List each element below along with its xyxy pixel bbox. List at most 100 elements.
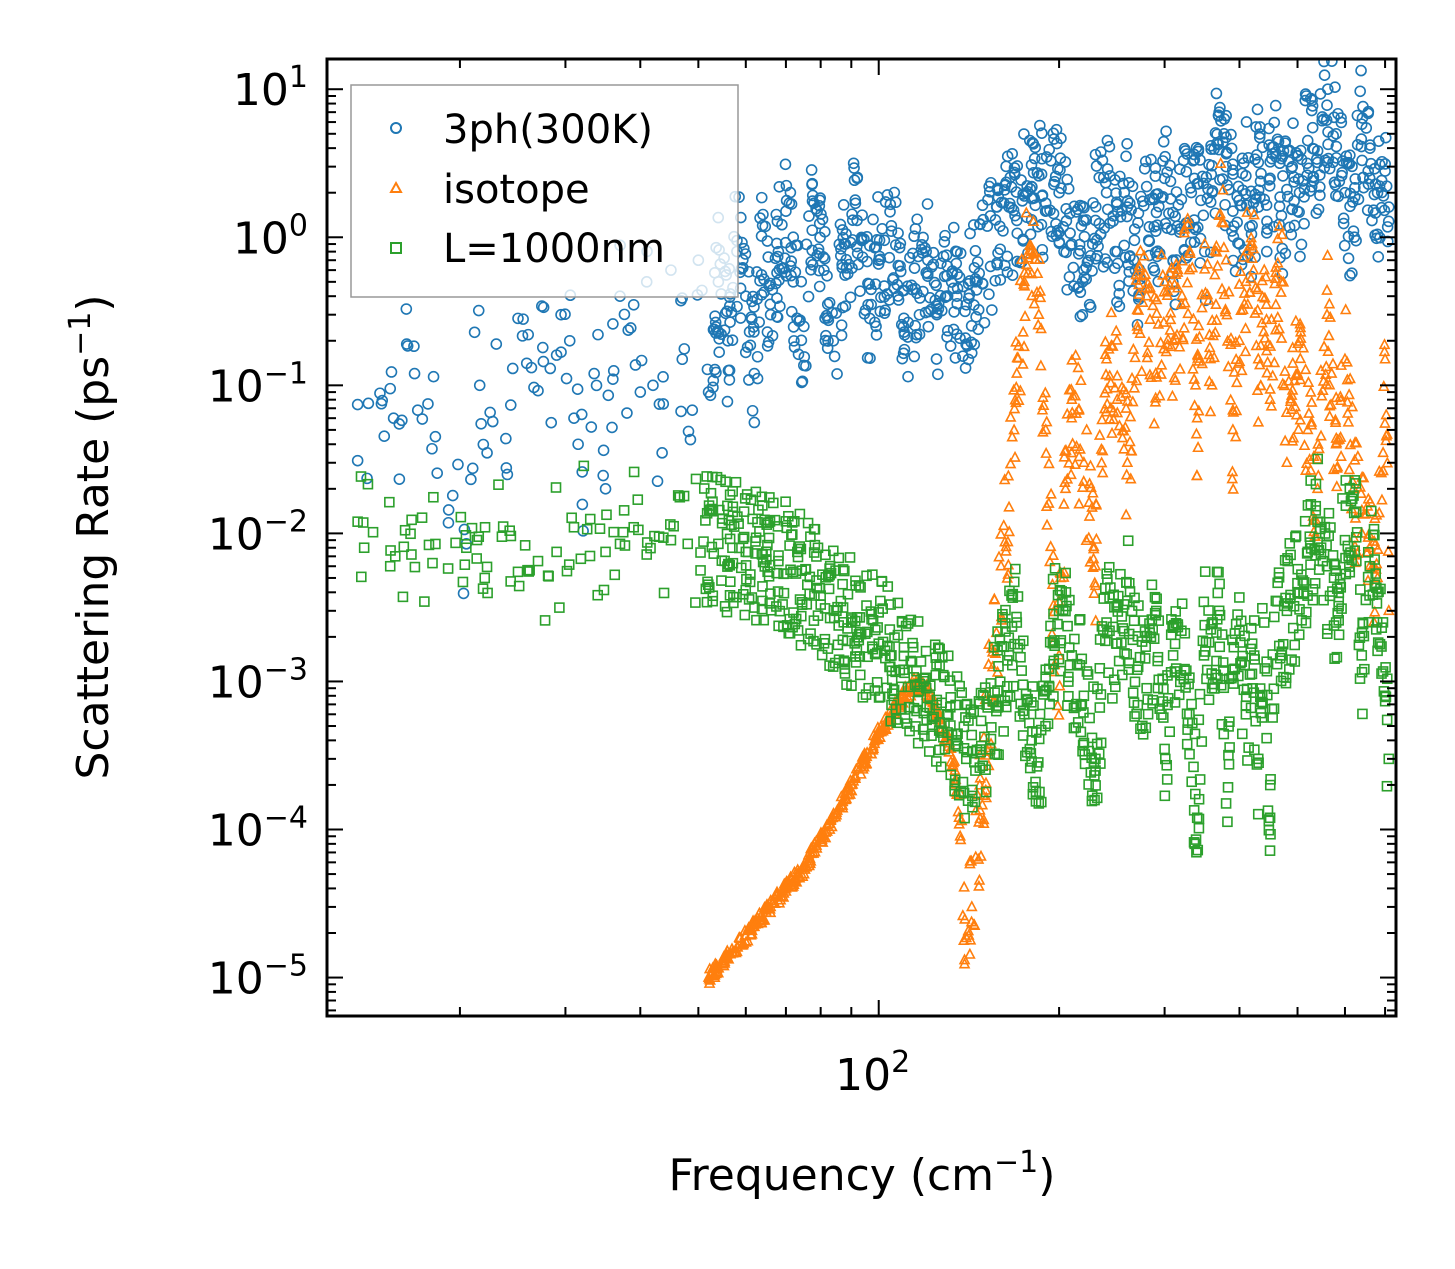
data-point xyxy=(737,533,749,545)
data-point xyxy=(686,404,699,416)
data-point xyxy=(1261,732,1272,744)
data-point xyxy=(1113,279,1125,292)
data-point xyxy=(1055,665,1066,677)
data-point xyxy=(1323,409,1336,421)
data-point xyxy=(851,247,864,260)
data-point xyxy=(992,247,1004,259)
data-point xyxy=(973,879,985,891)
data-point xyxy=(927,719,938,731)
data-point xyxy=(1189,223,1202,236)
data-point xyxy=(774,605,786,617)
data-point xyxy=(1339,534,1351,546)
data-point xyxy=(821,298,834,311)
data-point xyxy=(618,308,631,321)
data-point xyxy=(844,236,857,249)
data-point xyxy=(607,373,619,386)
data-point xyxy=(721,395,734,408)
data-point xyxy=(1101,617,1112,628)
data-point xyxy=(592,328,604,341)
data-point xyxy=(994,634,1006,645)
data-point xyxy=(1102,627,1113,639)
data-point xyxy=(821,270,833,282)
series-1 xyxy=(702,156,1395,988)
data-point xyxy=(951,282,964,295)
data-point xyxy=(1083,509,1096,521)
data-point xyxy=(1051,699,1064,711)
data-point xyxy=(1099,335,1112,347)
data-point xyxy=(1193,714,1205,726)
data-point xyxy=(1378,338,1391,350)
data-point xyxy=(1379,352,1391,364)
data-point xyxy=(1000,618,1011,629)
data-point xyxy=(1162,699,1173,711)
data-point xyxy=(789,515,800,527)
data-point xyxy=(1175,193,1188,206)
data-point xyxy=(423,539,435,551)
data-point xyxy=(1134,326,1146,338)
data-point xyxy=(1189,838,1201,850)
data-point xyxy=(1229,430,1242,442)
data-point xyxy=(1094,702,1106,713)
data-point xyxy=(427,370,440,383)
data-point xyxy=(741,934,754,946)
data-point xyxy=(860,628,871,640)
data-point xyxy=(709,316,722,329)
data-point xyxy=(1294,604,1305,615)
data-point xyxy=(820,549,831,561)
data-point xyxy=(1132,699,1144,711)
data-point xyxy=(1304,531,1316,542)
data-point xyxy=(814,833,827,845)
data-point xyxy=(833,552,845,564)
data-point xyxy=(835,329,848,342)
data-point xyxy=(773,180,786,193)
data-point xyxy=(932,642,944,654)
data-point xyxy=(568,412,580,424)
data-point xyxy=(1213,605,1225,617)
data-point xyxy=(1186,698,1197,710)
data-point xyxy=(905,614,917,626)
data-point xyxy=(701,471,713,482)
data-point xyxy=(1156,709,1167,720)
data-point xyxy=(600,546,611,558)
data-point xyxy=(1221,308,1233,320)
data-point xyxy=(946,268,958,280)
data-point xyxy=(1166,389,1179,401)
data-point xyxy=(1031,761,1043,772)
legend-marker-circle xyxy=(390,122,402,134)
data-point xyxy=(954,833,967,845)
data-point xyxy=(430,538,441,550)
data-point xyxy=(881,288,893,300)
data-point xyxy=(1380,434,1392,446)
data-point xyxy=(1361,204,1374,217)
data-point xyxy=(1240,170,1252,182)
data-point xyxy=(405,528,416,540)
data-point xyxy=(1176,598,1188,610)
data-point xyxy=(1072,361,1085,373)
data-point xyxy=(1161,289,1174,301)
data-point xyxy=(750,914,763,926)
data-point xyxy=(951,735,963,746)
data-point xyxy=(431,467,443,479)
data-point xyxy=(957,933,970,945)
data-point xyxy=(1355,118,1368,131)
data-point xyxy=(1150,293,1163,305)
data-point xyxy=(804,854,816,866)
data-point xyxy=(1211,259,1224,271)
data-point xyxy=(884,205,896,218)
data-point xyxy=(965,900,978,912)
data-point xyxy=(1132,278,1145,290)
data-point xyxy=(1362,571,1374,583)
data-point xyxy=(1340,568,1352,580)
data-point xyxy=(457,587,470,600)
data-point xyxy=(1074,310,1087,323)
data-point xyxy=(1273,219,1286,231)
y-tick-label: 10−5 xyxy=(208,949,308,1005)
data-point xyxy=(716,517,728,529)
data-point xyxy=(1357,617,1368,629)
data-point xyxy=(1247,263,1260,275)
data-point xyxy=(919,730,930,742)
data-point xyxy=(1175,298,1188,310)
data-point xyxy=(824,660,835,671)
data-point xyxy=(1211,655,1222,667)
data-point xyxy=(975,746,987,758)
